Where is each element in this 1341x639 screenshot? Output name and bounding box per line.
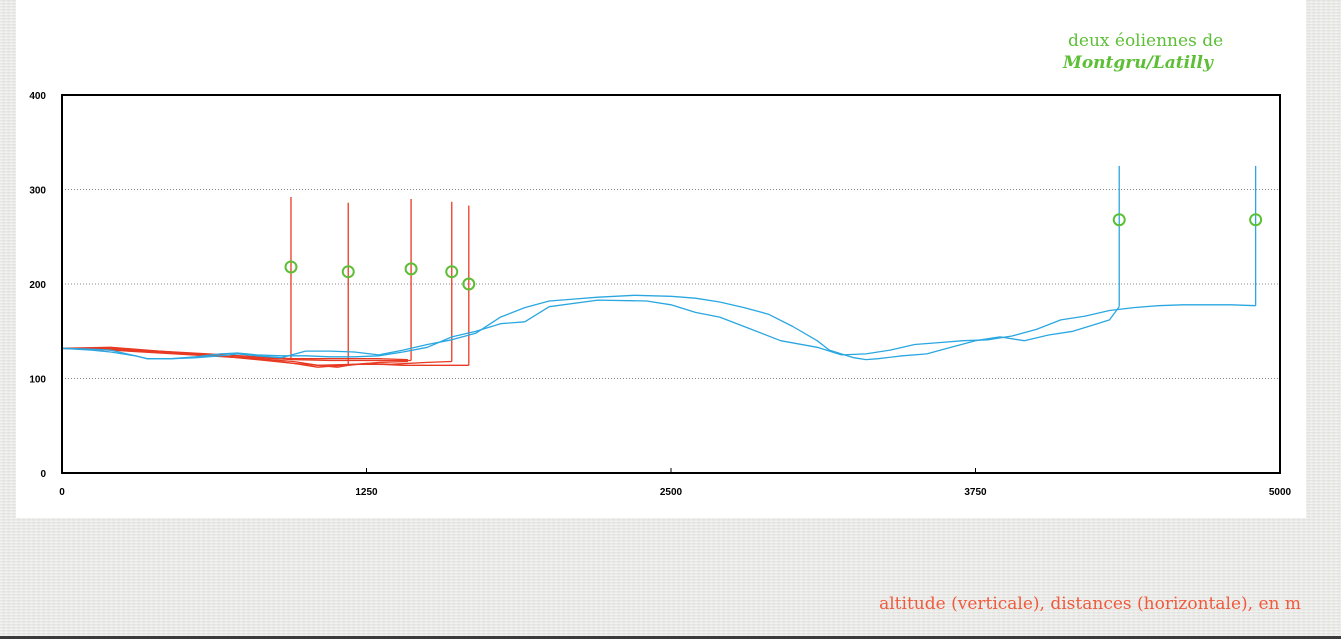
rotor-hub-marker-5 xyxy=(462,277,476,291)
rotor-hub-marker-3 xyxy=(404,262,418,276)
red-profile-line-3 xyxy=(61,347,412,362)
annotation-line-2: Montgru/Latilly xyxy=(1063,53,1213,73)
rotor-hub-marker-7 xyxy=(1112,213,1126,227)
rotor-hub-marker-6 xyxy=(1249,213,1263,227)
blue-profile-line-7 xyxy=(61,294,1120,361)
series-layer xyxy=(61,165,1257,368)
y-tick-label: 400 xyxy=(29,91,46,102)
annotation-line-1: deux éoliennes de xyxy=(1068,31,1224,51)
red-profile-line-4 xyxy=(61,347,452,368)
rotor-hub-marker-4 xyxy=(445,265,459,279)
altitude-profile-chart: 0 100 200 300 400 0 1250 2500 3750 5000 xyxy=(29,91,1291,498)
y-tick-label: 300 xyxy=(29,186,46,197)
red-profile-line-5 xyxy=(61,346,469,366)
axis-units-caption: altitude (verticale), distances (horizon… xyxy=(879,594,1301,614)
rotor-hub-marker-1 xyxy=(284,260,298,274)
bottom-edge-bar xyxy=(0,636,1341,639)
y-tick-label: 100 xyxy=(29,375,46,386)
tick-layer: 0 100 200 300 400 0 1250 2500 3750 5000 xyxy=(29,91,1291,498)
x-tick-label: 0 xyxy=(59,487,65,498)
marker-layer xyxy=(284,213,1263,291)
grid-layer xyxy=(62,189,1280,379)
x-tick-label: 5000 xyxy=(1269,487,1292,498)
x-tick-label: 2500 xyxy=(660,487,683,498)
x-tick-label: 3750 xyxy=(964,487,987,498)
y-tick-label: 200 xyxy=(29,280,46,291)
y-tick-label: 0 xyxy=(40,469,46,480)
chart-card: 0 100 200 300 400 0 1250 2500 3750 5000 xyxy=(16,0,1306,518)
x-tick-label: 1250 xyxy=(355,487,378,498)
blue-profile-line-6 xyxy=(61,299,1256,360)
rotor-hub-marker-2 xyxy=(341,265,355,279)
